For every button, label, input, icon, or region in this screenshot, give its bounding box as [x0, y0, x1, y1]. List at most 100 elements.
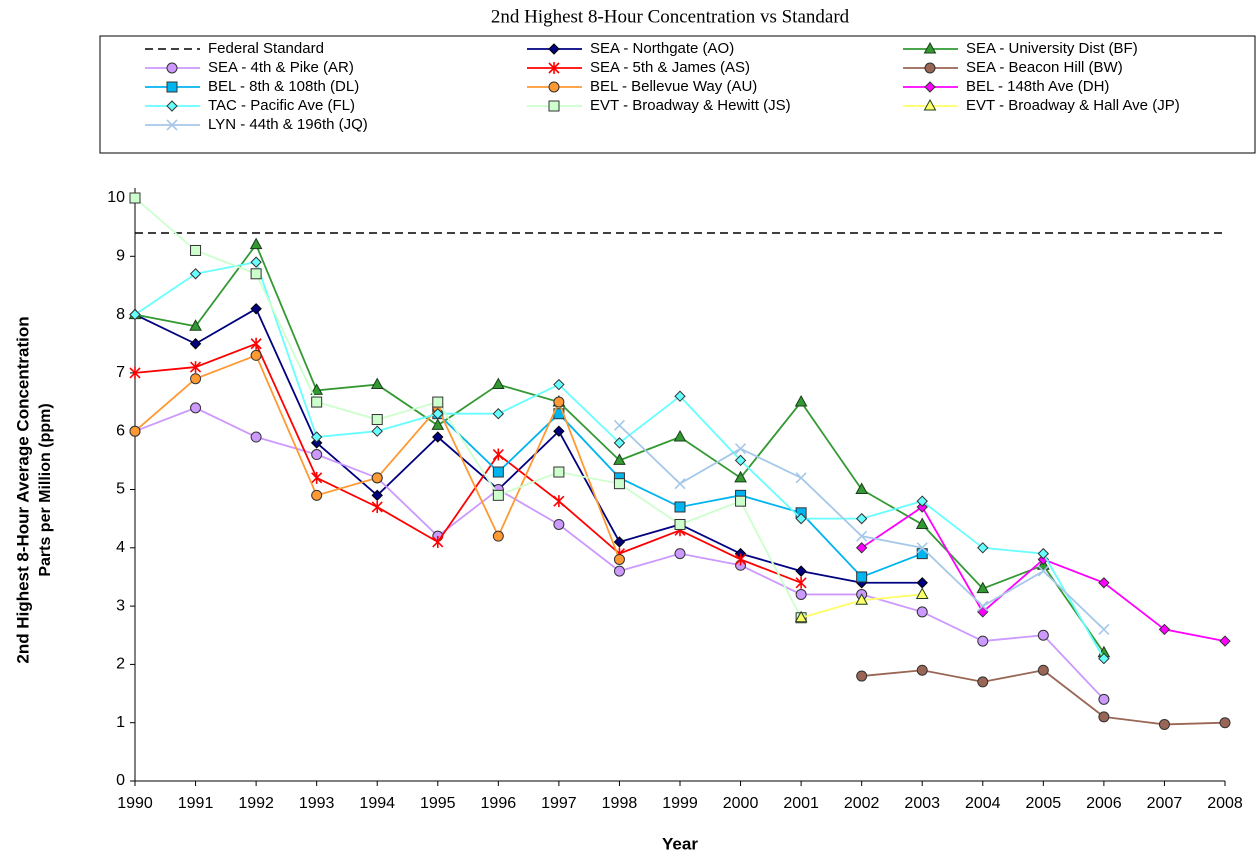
marker: [613, 553, 625, 565]
series: [129, 349, 625, 565]
series: [129, 337, 807, 589]
series: [613, 419, 1110, 635]
marker: [923, 98, 937, 111]
marker: [432, 535, 444, 548]
marker: [250, 337, 262, 350]
x-axis-title: Year: [662, 834, 698, 853]
marker: [734, 470, 747, 483]
chart-title: 2nd Highest 8-Hour Concentration vs Stan…: [491, 6, 850, 27]
marker: [1098, 577, 1110, 589]
marker: [553, 495, 565, 508]
marker: [492, 530, 504, 542]
marker: [553, 378, 565, 391]
marker: [371, 489, 383, 502]
marker: [924, 62, 936, 74]
marker: [916, 501, 928, 513]
marker: [250, 349, 262, 361]
y-tick-label: 8: [116, 306, 125, 323]
marker: [674, 390, 686, 402]
marker: [190, 373, 202, 385]
y-tick-label: 4: [116, 539, 125, 556]
x-tick-label: 2007: [1147, 795, 1183, 812]
x-tick-label: 1990: [117, 795, 153, 812]
series-line: [861, 669, 1226, 726]
y-tick-label: 3: [116, 597, 125, 614]
marker: [916, 495, 928, 507]
x-tick-label: 2006: [1086, 795, 1122, 812]
legend-label: SEA - Northgate (AO): [590, 40, 734, 57]
marker: [310, 437, 323, 449]
legend-label: SEA - Beacon Hill (BW): [966, 59, 1123, 76]
marker: [1037, 664, 1049, 676]
marker: [855, 542, 868, 554]
marker: [977, 542, 989, 554]
marker: [794, 610, 808, 623]
marker: [189, 268, 202, 280]
marker: [795, 588, 807, 600]
marker: [190, 244, 202, 256]
marker: [924, 81, 936, 93]
marker: [734, 454, 747, 467]
legend-label: EVT - Broadway & Hewitt (JS): [590, 97, 791, 114]
marker: [432, 396, 444, 408]
marker: [613, 419, 626, 431]
x-tick-label: 1994: [359, 795, 395, 812]
x-tick-label: 2005: [1026, 795, 1062, 812]
marker: [734, 443, 747, 455]
legend-label: LYN - 44th & 196th (JQ): [208, 116, 368, 133]
marker: [432, 431, 444, 443]
marker: [613, 478, 625, 490]
marker: [1158, 623, 1171, 636]
marker: [431, 418, 445, 430]
marker: [916, 577, 928, 589]
marker: [310, 431, 323, 443]
series-line: [134, 342, 802, 584]
marker: [923, 41, 937, 54]
marker: [371, 500, 383, 513]
marker: [249, 237, 263, 250]
marker: [674, 478, 686, 490]
marker: [189, 319, 202, 331]
marker: [310, 383, 324, 395]
marker: [1219, 717, 1231, 729]
marker: [166, 62, 178, 74]
marker: [795, 512, 807, 525]
marker: [674, 501, 686, 513]
marker: [734, 553, 747, 566]
marker: [548, 43, 560, 55]
marker: [553, 466, 565, 478]
marker: [856, 571, 868, 583]
y-tick-label: 7: [116, 364, 125, 381]
marker: [1037, 547, 1050, 560]
legend-box: [99, 35, 1256, 154]
marker: [553, 518, 565, 530]
marker: [735, 495, 747, 507]
marker: [613, 437, 626, 449]
series-line: [134, 307, 923, 584]
y-tick-label: 10: [107, 189, 125, 206]
marker: [1158, 718, 1170, 730]
series: [855, 501, 1231, 647]
marker: [977, 676, 989, 688]
marker: [916, 664, 928, 676]
marker: [491, 377, 505, 390]
series: [794, 587, 929, 623]
marker: [613, 453, 626, 465]
marker: [250, 431, 262, 443]
marker: [855, 593, 869, 605]
marker: [492, 466, 504, 478]
y-tick-label: 5: [116, 481, 125, 498]
marker: [371, 414, 383, 426]
marker: [856, 670, 868, 682]
marker: [250, 268, 262, 280]
marker: [674, 548, 686, 560]
legend-label: EVT - Broadway & Hall Ave (JP): [966, 97, 1180, 114]
x-tick-label: 2004: [965, 795, 1001, 812]
x-tick-label: 1993: [299, 795, 335, 812]
y-tick-label: 2: [116, 656, 125, 673]
x-tick-label: 2003: [904, 795, 940, 812]
x-tick-label: 1998: [602, 795, 638, 812]
marker: [129, 308, 141, 321]
x-tick-label: 2000: [723, 795, 759, 812]
